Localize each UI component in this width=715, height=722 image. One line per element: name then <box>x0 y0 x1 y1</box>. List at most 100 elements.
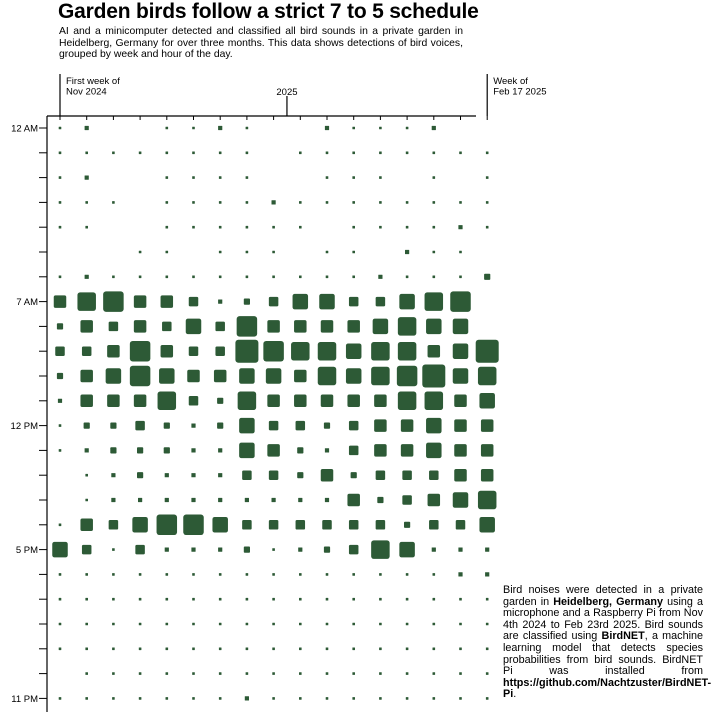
heatmap-cell <box>352 250 355 254</box>
heatmap-cell <box>459 151 462 155</box>
heatmap-cell <box>112 548 115 551</box>
heatmap-cell <box>405 622 409 626</box>
heatmap-cell <box>294 394 307 408</box>
heatmap-cell <box>85 225 88 229</box>
heatmap-cell <box>317 366 337 386</box>
heatmap-cell <box>405 225 409 229</box>
x-annotation-label: 2025 <box>276 87 297 98</box>
heatmap-cell <box>374 419 387 432</box>
heatmap-cell <box>485 572 490 577</box>
heatmap-cell <box>432 622 436 626</box>
heatmap-cell <box>297 447 304 454</box>
heatmap-cell <box>347 320 360 333</box>
heatmap-cell <box>431 547 436 552</box>
heatmap-cell <box>218 176 222 179</box>
heatmap-cell <box>352 697 355 700</box>
heatmap-cell <box>405 249 410 255</box>
heatmap-cell <box>58 573 62 576</box>
heatmap-cell <box>245 225 249 229</box>
heatmap-cell <box>479 517 495 533</box>
heatmap-cell <box>405 573 409 576</box>
heatmap-cell <box>458 547 463 552</box>
heatmap-cell <box>77 292 96 311</box>
heatmap-cell <box>138 672 142 675</box>
heatmap-cell <box>272 548 275 551</box>
heatmap-cell <box>58 523 62 527</box>
heatmap-cell <box>85 498 88 502</box>
heatmap-cell <box>112 151 115 155</box>
heatmap-cell <box>137 472 144 479</box>
heatmap-cell <box>57 398 63 403</box>
heatmap-cell <box>459 597 462 601</box>
heatmap-cell <box>218 473 223 478</box>
heatmap-cell <box>272 573 275 576</box>
heatmap-cell <box>352 275 355 279</box>
heatmap-cell <box>352 647 355 651</box>
heatmap-cell <box>325 573 329 576</box>
heatmap-cell <box>129 365 151 387</box>
heatmap-cell <box>325 250 329 254</box>
note-text-1: Bird noises were detected in a private g… <box>503 584 703 608</box>
heatmap-cell <box>192 672 195 675</box>
heatmap-cell <box>458 572 463 577</box>
heatmap-cell <box>112 597 115 601</box>
heatmap-cell <box>402 470 412 480</box>
heatmap-cell <box>485 151 489 155</box>
heatmap-cell <box>377 496 384 504</box>
method-note: Bird noises were detected in a private g… <box>503 584 711 701</box>
heatmap-cell <box>138 151 142 155</box>
heatmap-cell <box>192 151 195 155</box>
heatmap-cell <box>348 520 359 530</box>
heatmap-cell <box>81 544 92 555</box>
heatmap-cell <box>188 296 199 307</box>
heatmap-cell <box>272 647 275 651</box>
heatmap-cell <box>188 396 199 406</box>
heatmap-cell <box>112 647 115 651</box>
heatmap-cell <box>325 597 329 601</box>
heatmap-cell <box>108 520 119 530</box>
heatmap-cell <box>81 346 92 356</box>
heatmap-cell <box>80 369 93 383</box>
heatmap-cell <box>399 541 415 558</box>
heatmap-cell <box>452 492 469 508</box>
heatmap-cell <box>159 368 175 384</box>
heatmap-cell <box>218 622 222 626</box>
heatmap-cell <box>192 176 195 179</box>
heatmap-cell <box>56 323 64 330</box>
heatmap-cell <box>133 295 147 308</box>
heatmap-cell <box>371 540 390 559</box>
heatmap-cell <box>485 647 489 651</box>
heatmap-cell <box>58 201 62 204</box>
heatmap-cell <box>165 573 169 576</box>
heatmap-cell <box>459 250 462 254</box>
heatmap-cell <box>135 420 145 431</box>
heatmap-cell <box>294 320 307 333</box>
heatmap-cell <box>192 622 195 626</box>
heatmap-cell <box>245 573 249 576</box>
heatmap-cell <box>165 697 169 700</box>
heatmap-cell <box>485 176 489 179</box>
heatmap-cell <box>379 176 382 179</box>
heatmap-cell <box>192 275 195 279</box>
heatmap-cell <box>320 468 334 482</box>
heatmap-cell <box>272 250 275 254</box>
heatmap-cell <box>325 151 329 155</box>
heatmap-cell <box>405 275 409 279</box>
heatmap-cell <box>348 544 359 555</box>
heatmap-cell <box>52 541 68 558</box>
heatmap-cell <box>325 622 329 626</box>
heatmap-cell <box>352 201 355 204</box>
heatmap-cell <box>379 126 382 130</box>
heatmap-cell <box>379 573 382 576</box>
heatmap-cell <box>432 275 436 279</box>
heatmap-cell <box>110 422 117 429</box>
heatmap-cell <box>85 672 88 675</box>
heatmap-cell <box>432 201 436 204</box>
heatmap-cell <box>245 647 249 651</box>
heatmap-cell <box>432 672 436 675</box>
heatmap-cell <box>244 497 249 503</box>
heatmap-cell <box>84 125 89 131</box>
heatmap-cell <box>192 597 195 601</box>
heatmap-cell <box>459 622 462 626</box>
heatmap-cell <box>160 295 174 308</box>
